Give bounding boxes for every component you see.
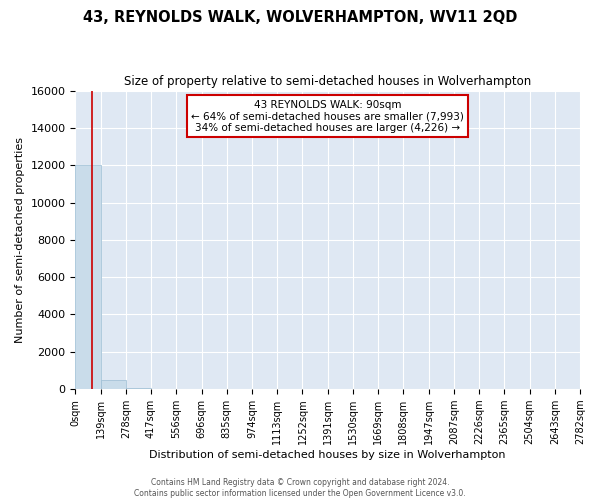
Text: 43 REYNOLDS WALK: 90sqm
← 64% of semi-detached houses are smaller (7,993)
34% of: 43 REYNOLDS WALK: 90sqm ← 64% of semi-de… (191, 100, 464, 132)
Text: 43, REYNOLDS WALK, WOLVERHAMPTON, WV11 2QD: 43, REYNOLDS WALK, WOLVERHAMPTON, WV11 2… (83, 10, 517, 25)
Bar (101, 380, 126, 389)
X-axis label: Distribution of semi-detached houses by size in Wolverhampton: Distribution of semi-detached houses by … (149, 450, 506, 460)
Bar (126, 388, 151, 389)
Text: Contains HM Land Registry data © Crown copyright and database right 2024.
Contai: Contains HM Land Registry data © Crown c… (134, 478, 466, 498)
Y-axis label: Number of semi-detached properties: Number of semi-detached properties (15, 137, 25, 343)
Title: Size of property relative to semi-detached houses in Wolverhampton: Size of property relative to semi-detach… (124, 75, 532, 88)
Bar (76, 165, 101, 389)
